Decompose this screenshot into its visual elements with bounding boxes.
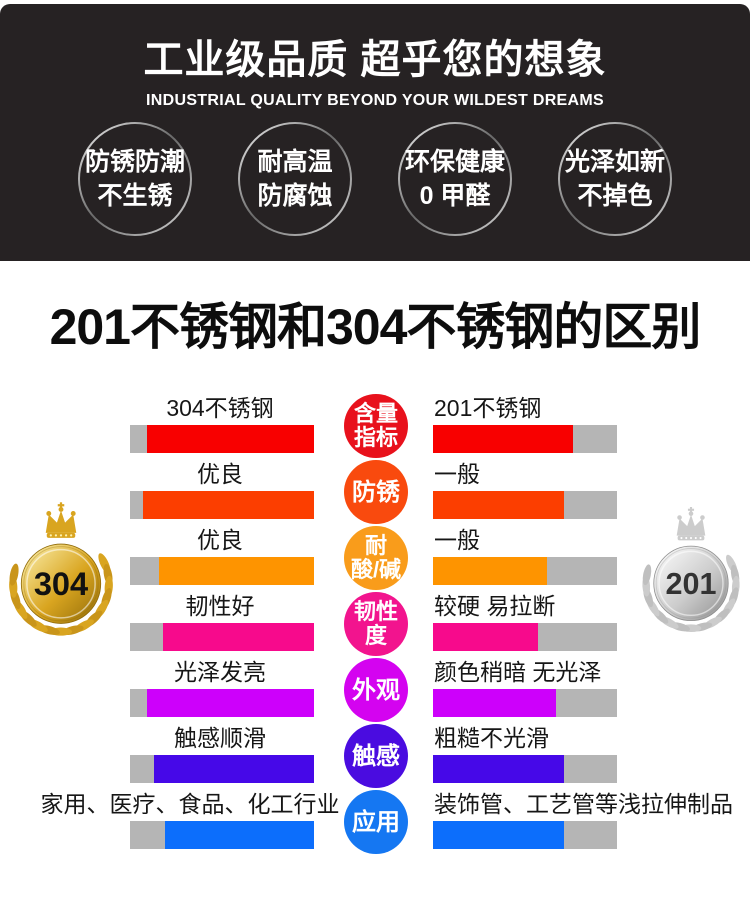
comparison-row: 韧性好 较硬 易拉断 韧性 度 [0, 591, 750, 657]
comparison-row: 触感顺滑 粗糙不光滑 触感 [0, 723, 750, 789]
feature-badge: 耐高温 防腐蚀 [238, 122, 352, 236]
left-value-label: 家用、医疗、食品、化工行业 [40, 791, 340, 817]
gold-medal-icon: 304 [9, 502, 113, 636]
left-value-label: 光泽发亮 [174, 659, 266, 685]
right-value-label: 一般 [434, 527, 480, 553]
medal-value: 201 [666, 567, 717, 601]
indicator-circle: 外观 [344, 658, 408, 722]
comparison-row: 304不锈钢 201不锈钢 含量 指标 [0, 393, 750, 459]
bar-fill [433, 491, 564, 519]
right-value-label: 颜色稍暗 无光泽 [434, 659, 602, 685]
medal-value: 304 [34, 566, 88, 602]
right-bar [433, 755, 617, 783]
bar-remainder [130, 755, 154, 783]
bar-remainder [130, 689, 147, 717]
feature-badge: 环保健康 0 甲醛 [398, 122, 512, 236]
feature-badge: 防锈防潮 不生锈 [78, 122, 192, 236]
bar-fill [146, 689, 314, 717]
bar-remainder [537, 623, 617, 651]
left-bar [130, 491, 314, 519]
silver-medal-icon: 201 [642, 507, 740, 633]
left-bar [130, 425, 314, 453]
bar-remainder [130, 557, 160, 585]
right-bar [433, 557, 617, 585]
left-value-label: 优良 [197, 461, 243, 487]
right-value-label: 粗糙不光滑 [434, 725, 549, 751]
bar-remainder [130, 821, 165, 849]
bar-remainder [563, 821, 617, 849]
bar-remainder [563, 491, 617, 519]
left-value-label: 触感顺滑 [174, 725, 266, 751]
indicator-circle: 触感 [344, 724, 408, 788]
indicator-circle: 应用 [344, 790, 408, 854]
comparison-row: 优良 一般 防锈 [0, 459, 750, 525]
left-value-label: 优良 [197, 527, 243, 553]
left-bar [130, 557, 314, 585]
header-subtitle: INDUSTRIAL QUALITY BEYOND YOUR WILDEST D… [146, 92, 604, 109]
comparison-table: 304 201 304不锈钢 201不锈钢 含量 指标 优良 一般 防锈 优良 一般耐 酸/碱… [0, 385, 750, 908]
right-bar [433, 689, 617, 717]
bar-fill [159, 557, 314, 585]
left-value-label: 韧性好 [185, 593, 255, 619]
indicator-circle: 防锈 [344, 460, 408, 524]
right-value-label: 较硬 易拉断 [434, 593, 556, 619]
left-bar [130, 623, 314, 651]
bar-remainder [556, 689, 617, 717]
indicator-circle: 含量 指标 [344, 394, 408, 458]
feature-badges: 防锈防潮 不生锈 耐高温 防腐蚀 环保健康 0 甲醛 光泽如新 不掉色 [0, 122, 750, 236]
indicator-circle: 韧性 度 [344, 592, 408, 656]
bar-remainder [130, 425, 147, 453]
left-value-label: 304不锈钢 [166, 395, 274, 421]
bar-fill [433, 755, 564, 783]
right-bar [433, 623, 617, 651]
bar-fill [142, 491, 314, 519]
left-bar [130, 689, 314, 717]
bar-fill [153, 755, 314, 783]
feature-badge-label: 光泽如新 不掉色 [560, 124, 670, 234]
feature-badge-label: 耐高温 防腐蚀 [240, 124, 350, 234]
bar-remainder [547, 557, 617, 585]
left-bar [130, 821, 314, 849]
bar-fill [433, 623, 538, 651]
bar-fill [433, 821, 564, 849]
feature-badge-label: 防锈防潮 不生锈 [80, 124, 190, 234]
right-value-label: 一般 [434, 461, 480, 487]
header-banner: 工业级品质 超乎您的想象 INDUSTRIAL QUALITY BEYOND Y… [0, 4, 750, 261]
comparison-row: 优良 一般耐 酸/碱 [0, 525, 750, 591]
bar-remainder [563, 755, 617, 783]
section-title: 201不锈钢和304不锈钢的区别 [49, 299, 702, 355]
right-value-label: 装饰管、工艺管等浅拉伸制品 [434, 791, 733, 817]
feature-badge-label: 环保健康 0 甲醛 [400, 124, 510, 234]
silver-medal-201: 201 [637, 507, 745, 633]
bar-fill [163, 623, 314, 651]
left-bar [130, 755, 314, 783]
bar-remainder [572, 425, 617, 453]
right-bar [433, 821, 617, 849]
bar-fill [433, 689, 557, 717]
comparison-row: 家用、医疗、食品、化工行业 装饰管、工艺管等浅拉伸制品 应用 [0, 789, 750, 855]
feature-badge: 光泽如新 不掉色 [558, 122, 672, 236]
comparison-row: 光泽发亮 颜色稍暗 无光泽 外观 [0, 657, 750, 723]
bar-fill [433, 557, 548, 585]
header-title: 工业级品质 超乎您的想象 [143, 38, 607, 82]
bar-remainder [130, 491, 143, 519]
right-bar [433, 425, 617, 453]
bar-remainder [130, 623, 164, 651]
bar-fill [146, 425, 314, 453]
right-bar [433, 491, 617, 519]
bar-fill [164, 821, 314, 849]
right-value-label: 201不锈钢 [434, 395, 542, 421]
gold-medal-304: 304 [5, 502, 117, 637]
bar-fill [433, 425, 573, 453]
indicator-circle: 耐 酸/碱 [344, 526, 408, 590]
